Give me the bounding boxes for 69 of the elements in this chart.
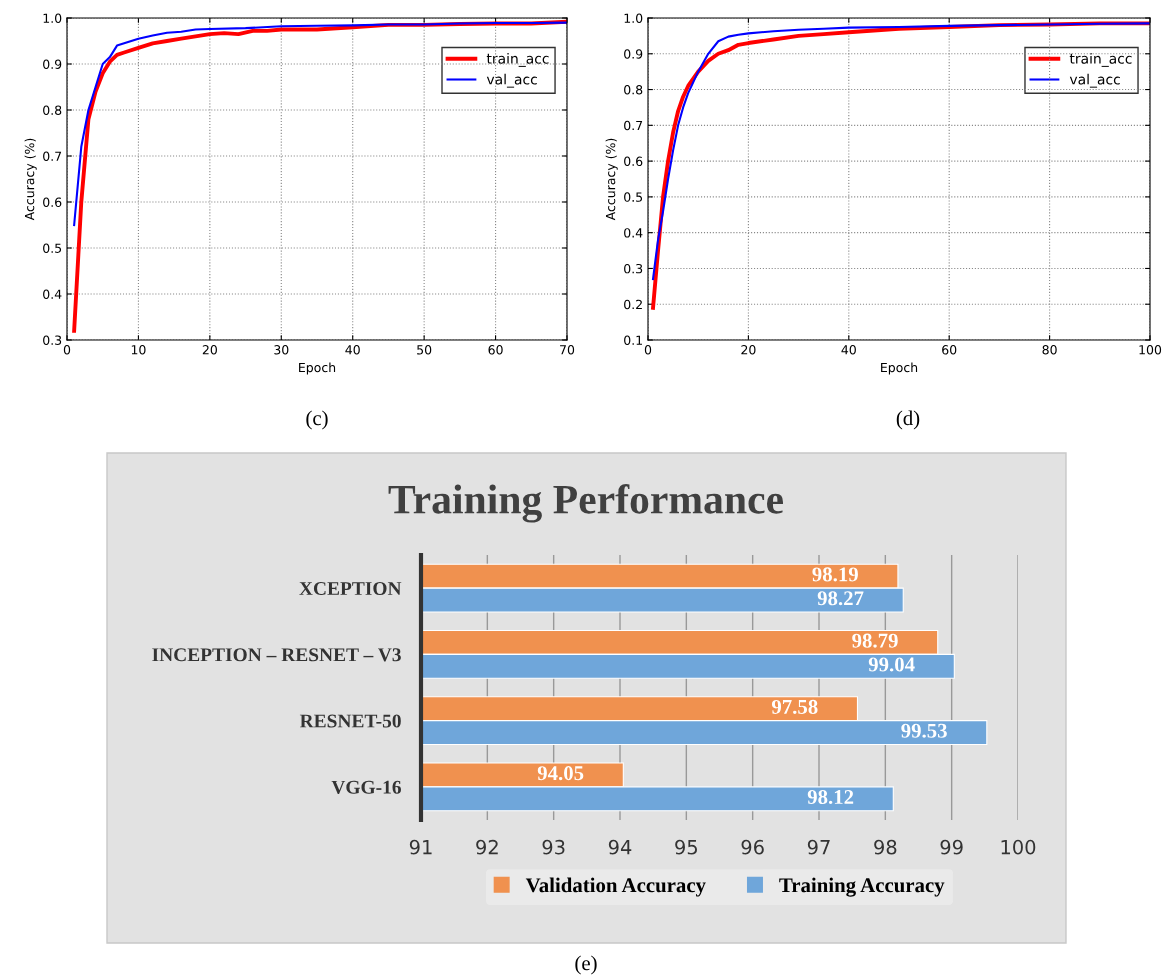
y-tick-label: 0.5 [624,192,643,202]
y-tick-label: 0.4 [43,289,62,299]
x-tick-label: 97 [807,839,830,855]
x-tick-label: 100 [1139,345,1162,355]
y-tick-label: 0.3 [624,263,643,274]
x-axis-title: Epoch [881,362,918,375]
y-tick-label: INCEPTION – RESNET – V3 [152,648,401,662]
y-tick-label: 0.4 [624,228,643,238]
x-tick-label: 40 [841,345,856,355]
y-tick-label: 0.9 [624,49,643,59]
x-tick-label: 98 [874,839,897,855]
y-tick-label: 0.8 [43,105,62,115]
y-tick-label: 0.2 [624,299,642,310]
y-tick-label: 0.9 [43,59,62,69]
x-tick-label: 93 [542,839,565,855]
y-tick-label: 0.7 [624,120,643,131]
chart-title: Training Performance [388,484,783,523]
data-label: 98.79 [852,633,898,648]
y-tick-label: 0.3 [43,335,62,345]
y-axis-title: Accuracy (%) [605,138,618,221]
y-tick-label: 1.0 [43,13,62,23]
data-label: 98.27 [817,591,864,606]
x-tick-label: 10 [131,345,146,355]
x-tick-label: 95 [675,839,698,855]
text: (d) [896,410,920,430]
x-tick-label: 40 [345,345,360,355]
x-tick-label: 0 [644,345,652,355]
x-tick-label: 94 [608,839,632,855]
x-tick-label: 70 [560,345,575,355]
legend-label: val_acc [486,73,537,88]
data-label: 97.58 [771,699,818,715]
data-label: 99.53 [901,723,947,738]
x-tick-label: 60 [942,345,957,355]
data-label: 98.19 [812,567,858,582]
y-tick-label: XCEPTION [299,582,402,596]
text: (c) [306,410,328,430]
x-tick-label: 99 [940,839,963,855]
data-label: 98.12 [807,789,854,805]
x-tick-label: 96 [741,839,764,855]
y-axis-title: Accuracy (%) [24,138,37,221]
legend-label: train_acc [486,53,549,67]
legend-label: Validation Accuracy [525,877,706,897]
x-tick-label: 92 [476,839,498,855]
x-tick-label: 50 [417,345,432,355]
x-tick-label: 0 [63,345,71,355]
x-axis-title: Epoch [299,362,336,375]
data-label: 94.05 [537,766,584,781]
y-tick-label: 0.7 [43,151,62,161]
x-tick-label: 20 [741,345,756,355]
y-tick-label: 0.6 [43,197,62,207]
y-tick-label: 0.8 [624,85,643,95]
y-tick-label: 0.6 [624,156,643,167]
legend-label: Training Accuracy [779,877,945,897]
line-series [73,21,567,227]
y-tick-label: VGG-16 [331,780,401,794]
y-tick-label: 0.5 [43,243,62,253]
x-tick-label: 91 [409,839,432,855]
y-tick-label: 1.0 [624,13,643,23]
x-tick-label: 100 [1001,839,1036,855]
x-tick-label: 20 [202,345,217,355]
data-label: 99.04 [868,657,915,672]
y-tick-label: 0.1 [624,335,642,345]
x-tick-label: 30 [274,345,289,355]
text: (e) [575,955,597,975]
legend-label: train_acc [1069,53,1132,67]
x-tick-label: 80 [1042,345,1057,355]
y-tick-label: RESNET-50 [299,714,401,728]
x-tick-label: 60 [488,345,503,355]
legend-label: val_acc [1069,73,1120,88]
